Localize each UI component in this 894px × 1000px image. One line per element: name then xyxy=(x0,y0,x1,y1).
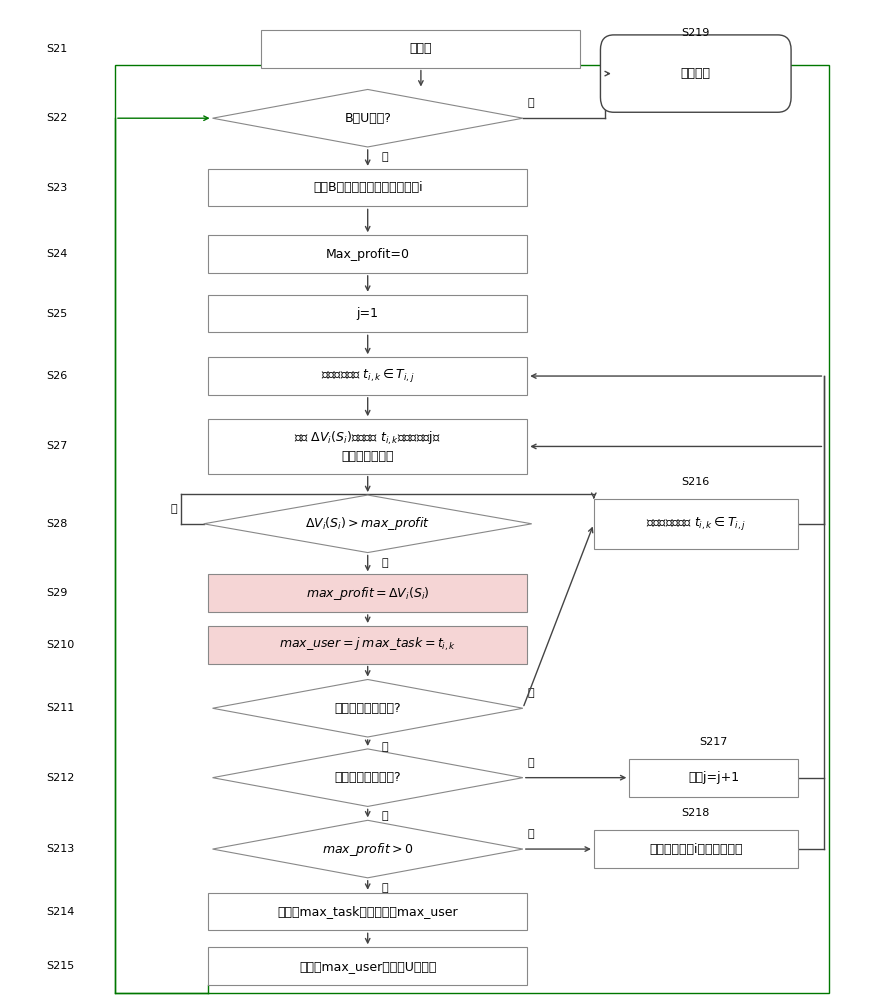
FancyBboxPatch shape xyxy=(208,235,527,273)
Text: S29: S29 xyxy=(46,588,68,598)
FancyBboxPatch shape xyxy=(628,759,797,797)
Text: 设置 $\Delta V_i(S_i)$为将任务 $t_{i,k}$分配给用户j所
带来的收益增量: 设置 $\Delta V_i(S_i)$为将任务 $t_{i,k}$分配给用户j… xyxy=(294,430,441,463)
Text: S23: S23 xyxy=(46,183,68,193)
Text: 将任务max_task分配给用户max_user: 将任务max_task分配给用户max_user xyxy=(277,905,458,918)
Polygon shape xyxy=(212,820,522,878)
Text: S28: S28 xyxy=(46,519,68,529)
Text: $max\_user = j\; max\_task = t_{i,k}$: $max\_user = j\; max\_task = t_{i,k}$ xyxy=(279,636,456,653)
Text: S217: S217 xyxy=(698,737,727,747)
Polygon shape xyxy=(204,495,531,553)
Text: 分配结束: 分配结束 xyxy=(680,67,710,80)
Text: 否: 否 xyxy=(381,152,387,162)
Text: 是: 是 xyxy=(381,558,387,568)
Text: 否: 否 xyxy=(527,829,534,839)
Text: $max\_profit = \Delta V_i(S_i)$: $max\_profit = \Delta V_i(S_i)$ xyxy=(306,585,429,602)
Text: 否: 否 xyxy=(527,758,534,768)
FancyBboxPatch shape xyxy=(208,893,527,930)
Text: S210: S210 xyxy=(46,640,75,650)
Text: S215: S215 xyxy=(46,961,75,971)
Polygon shape xyxy=(212,749,522,806)
Text: S211: S211 xyxy=(46,703,75,713)
Text: S212: S212 xyxy=(46,773,75,783)
Text: S27: S27 xyxy=(46,441,68,451)
Text: S21: S21 xyxy=(46,44,68,54)
Text: S26: S26 xyxy=(46,371,68,381)
Text: 否: 否 xyxy=(527,688,534,698)
Text: S216: S216 xyxy=(681,477,709,487)
FancyBboxPatch shape xyxy=(593,830,797,868)
FancyBboxPatch shape xyxy=(208,947,527,985)
FancyBboxPatch shape xyxy=(261,30,580,68)
Text: S25: S25 xyxy=(46,309,68,319)
Text: 所有用户已被遍历?: 所有用户已被遍历? xyxy=(334,771,401,784)
Text: S213: S213 xyxy=(46,844,75,854)
Text: 是: 是 xyxy=(381,883,387,893)
Text: Max_profit=0: Max_profit=0 xyxy=(325,248,409,261)
Text: 否: 否 xyxy=(170,504,177,514)
Text: S24: S24 xyxy=(46,249,68,259)
Polygon shape xyxy=(212,89,522,147)
Text: 将用户max_user从集合U中删除: 将用户max_user从集合U中删除 xyxy=(299,960,436,973)
Text: S214: S214 xyxy=(46,907,75,917)
Text: 是: 是 xyxy=(381,742,387,752)
FancyBboxPatch shape xyxy=(208,169,527,206)
Text: $max\_profit > 0$: $max\_profit > 0$ xyxy=(322,841,413,858)
FancyBboxPatch shape xyxy=(208,419,527,474)
FancyBboxPatch shape xyxy=(208,295,527,332)
Text: S218: S218 xyxy=(681,808,709,818)
Text: 初始化: 初始化 xyxy=(409,42,432,55)
Text: j=1: j=1 xyxy=(357,307,378,320)
Text: 继续选取下一个 $t_{i,k}\in T_{i,j}$: 继续选取下一个 $t_{i,k}\in T_{i,j}$ xyxy=(645,515,745,533)
FancyBboxPatch shape xyxy=(208,357,527,395)
FancyBboxPatch shape xyxy=(208,574,527,612)
Text: B或U为空?: B或U为空? xyxy=(344,112,391,125)
FancyBboxPatch shape xyxy=(600,35,790,112)
FancyBboxPatch shape xyxy=(208,626,527,664)
Text: 选取一个任务 $t_{i,k}\in T_{i,j}$: 选取一个任务 $t_{i,k}\in T_{i,j}$ xyxy=(320,367,414,385)
Text: 是: 是 xyxy=(381,811,387,821)
Text: $\Delta V_i(S_i) > max\_profit$: $\Delta V_i(S_i) > max\_profit$ xyxy=(305,515,430,532)
FancyBboxPatch shape xyxy=(593,499,797,549)
Text: 所有任务已被遍历?: 所有任务已被遍历? xyxy=(334,702,401,715)
Text: 是: 是 xyxy=(527,98,534,108)
Text: 找到B中收益最小的数据消费者i: 找到B中收益最小的数据消费者i xyxy=(313,181,422,194)
Text: S219: S219 xyxy=(681,28,709,38)
Polygon shape xyxy=(212,679,522,737)
Text: S22: S22 xyxy=(46,113,68,123)
Text: 设置j=j+1: 设置j=j+1 xyxy=(687,771,738,784)
Text: 将数据消费者i从集合中删除: 将数据消费者i从集合中删除 xyxy=(648,843,742,856)
